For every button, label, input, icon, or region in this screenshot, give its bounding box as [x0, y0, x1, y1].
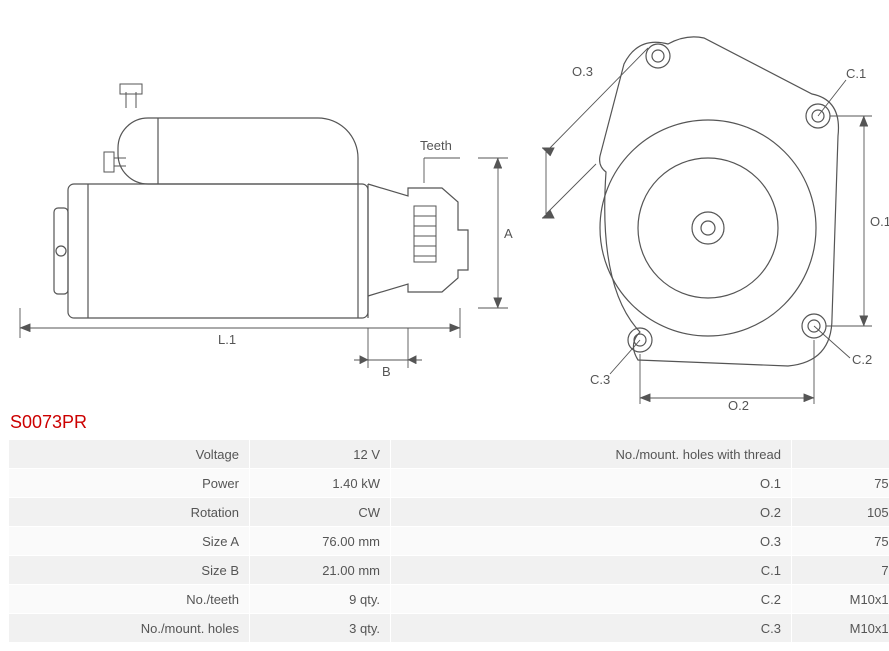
spec-value: CW — [250, 498, 391, 527]
spec-value: 21.00 mm — [250, 556, 391, 585]
label-b: B — [382, 364, 391, 379]
spec-key: Rotation — [9, 498, 250, 527]
spec-key: Size A — [9, 527, 250, 556]
spec-key: Voltage — [9, 440, 250, 469]
spec-key-2: C.2 — [391, 585, 792, 614]
spec-row: Size A76.00 mmO.375.00 mm — [9, 527, 889, 556]
spec-row: RotationCWO.2105.00 mm — [9, 498, 889, 527]
spec-value-2: M10x1.25 mm — [792, 614, 889, 643]
spec-value-2: 2 qty. — [792, 440, 889, 469]
spec-row: Voltage12 VNo./mount. holes with thread2… — [9, 440, 889, 469]
spec-key-2: O.2 — [391, 498, 792, 527]
label-c3: C.3 — [590, 372, 610, 387]
spec-row: No./mount. holes3 qty.C.3M10x1.25 mm — [9, 614, 889, 643]
label-c2: C.2 — [852, 352, 872, 367]
spec-value: 9 qty. — [250, 585, 391, 614]
side-view-panel: Teeth A L.1 B — [8, 8, 508, 408]
spec-table: Voltage12 VNo./mount. holes with thread2… — [8, 439, 889, 643]
drawings-row: Teeth A L.1 B — [8, 8, 881, 408]
spec-value-2: 75.00 mm — [792, 469, 889, 498]
label-o1: O.1 — [870, 214, 889, 229]
side-view-svg — [8, 8, 508, 408]
spec-key-2: O.3 — [391, 527, 792, 556]
spec-value-2: 105.00 mm — [792, 498, 889, 527]
spec-key: No./teeth — [9, 585, 250, 614]
spec-value: 12 V — [250, 440, 391, 469]
part-number: S0073PR — [10, 412, 881, 433]
spec-value-2: 75.00 mm — [792, 527, 889, 556]
label-a: A — [504, 226, 513, 241]
label-o2: O.2 — [728, 398, 749, 413]
spec-value: 1.40 kW — [250, 469, 391, 498]
label-c1: C.1 — [846, 66, 866, 81]
spec-row: Size B21.00 mmC.17.50 mm — [9, 556, 889, 585]
spec-key-2: O.1 — [391, 469, 792, 498]
spec-key: Size B — [9, 556, 250, 585]
spec-key-2: No./mount. holes with thread — [391, 440, 792, 469]
spec-key: Power — [9, 469, 250, 498]
spec-value-2: 7.50 mm — [792, 556, 889, 585]
label-teeth: Teeth — [420, 138, 452, 153]
spec-value: 76.00 mm — [250, 527, 391, 556]
spec-row: Power1.40 kWO.175.00 mm — [9, 469, 889, 498]
spec-key-2: C.1 — [391, 556, 792, 585]
spec-key-2: C.3 — [391, 614, 792, 643]
spec-value: 3 qty. — [250, 614, 391, 643]
spec-key: No./mount. holes — [9, 614, 250, 643]
front-view-panel: O.3 O.1 O.2 C.1 C.2 C.3 — [528, 8, 888, 408]
label-l1: L.1 — [218, 332, 236, 347]
label-o3: O.3 — [572, 64, 593, 79]
spec-value-2: M10x1.25 mm — [792, 585, 889, 614]
spec-row: No./teeth9 qty.C.2M10x1.25 mm — [9, 585, 889, 614]
